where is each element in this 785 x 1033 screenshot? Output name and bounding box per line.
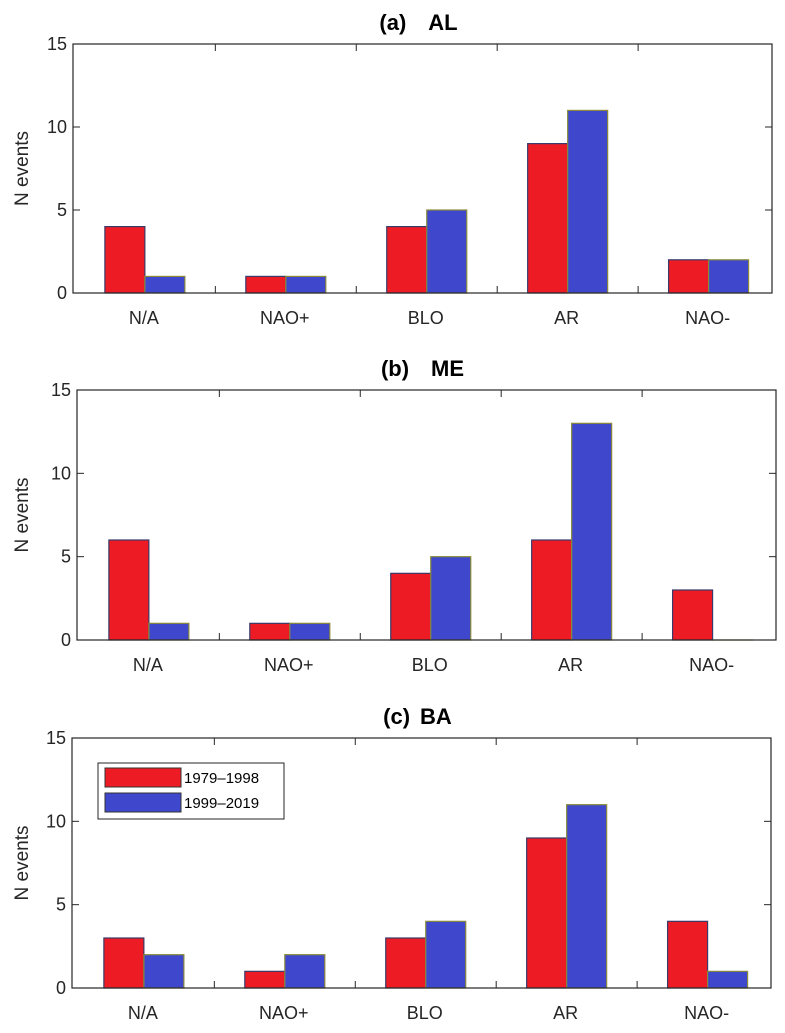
- chart-title: (a) AL: [379, 10, 457, 35]
- bar-na-series2: [144, 275, 186, 294]
- x-tick-label: N/A: [128, 1003, 158, 1023]
- bar-nao-series2: [289, 622, 331, 641]
- chart-title: (c) BA: [383, 704, 452, 729]
- x-tick-label: AR: [553, 1003, 578, 1023]
- x-tick-label: BLO: [408, 308, 444, 328]
- bar-blo-series2: [425, 920, 467, 989]
- bar-nao-series1: [666, 920, 709, 989]
- x-tick-label: NAO-: [685, 308, 730, 328]
- bar-ar-series1: [531, 539, 573, 641]
- y-axis-label: N events: [12, 478, 33, 553]
- bar-blo-series1: [386, 226, 428, 294]
- x-tick-label: NAO+: [259, 1003, 309, 1023]
- x-tick-label: AR: [554, 308, 579, 328]
- panel-al: 0 5 10 15 N/A NAO+ BLO AR NAO- N events (a) AL: [12, 10, 773, 328]
- panel-me: 0 5 10 15 N/A NAO+ BLO AR NAO- N events (b) ME: [12, 356, 777, 675]
- bar-ar-series2: [567, 109, 609, 294]
- x-tick-label: BLO: [407, 1003, 443, 1023]
- bar-nao-series1: [244, 970, 286, 989]
- panel-ba: 0 5 10 15 N/A NAO+ BLO AR NAO- N events (c) BA 1979–…: [12, 704, 772, 1023]
- bar-nao-series2: [707, 259, 750, 294]
- panel-letter: (a): [379, 10, 406, 35]
- legend-swatch-series2: [104, 792, 182, 813]
- bar-nao-series2: [284, 954, 326, 989]
- y-tick-label: 15: [46, 728, 66, 748]
- panel-letter: (b): [381, 356, 409, 381]
- axes-box: [71, 737, 772, 989]
- bar-nao-series1: [245, 275, 287, 294]
- bar-nao-series1: [671, 589, 714, 641]
- y-tick-label: 0: [56, 978, 66, 998]
- x-tick-label: BLO: [412, 655, 448, 675]
- y-tick-label: 0: [61, 630, 71, 650]
- y-tick-label: 0: [57, 283, 67, 303]
- y-tick-label: 5: [56, 895, 66, 915]
- x-tick-label: NAO-: [689, 655, 734, 675]
- bar-ar-series1: [527, 143, 569, 294]
- bar-blo-series1: [385, 937, 427, 989]
- bar-na-series1: [104, 226, 146, 294]
- legend-swatch-series1: [104, 767, 182, 788]
- legend-label-series1: 1979–1998: [184, 770, 259, 787]
- y-axis-label: N events: [12, 131, 33, 206]
- x-tick-label: NAO+: [264, 655, 314, 675]
- y-axis-label: N events: [12, 826, 33, 901]
- bar-nao-series2: [285, 275, 327, 294]
- legend-label-series2: 1999–2019: [184, 795, 259, 812]
- x-tick-label: N/A: [129, 308, 159, 328]
- region-name: AL: [428, 10, 457, 35]
- y-tick-label: 5: [57, 200, 67, 220]
- bar-na-series1: [108, 539, 150, 641]
- x-tick-label: NAO-: [684, 1003, 729, 1023]
- bar-na-series2: [148, 622, 190, 641]
- bar-blo-series2: [426, 209, 468, 294]
- bar-na-series1: [103, 937, 145, 989]
- legend: 1979–1998 1999–2019: [97, 762, 285, 820]
- panel-letter: (c): [383, 704, 410, 729]
- bar-nao-series1: [249, 622, 291, 641]
- y-tick-label: 10: [46, 811, 66, 831]
- y-tick-label: 10: [47, 117, 67, 137]
- y-tick-label: 15: [51, 380, 71, 400]
- bar-nao-series2: [706, 970, 749, 989]
- bar-ar-series2: [571, 422, 613, 641]
- bar-ar-series2: [566, 804, 608, 989]
- bar-ar-series1: [526, 837, 568, 989]
- region-name: ME: [431, 356, 464, 381]
- y-tick-label: 10: [51, 463, 71, 483]
- x-tick-label: NAO+: [260, 308, 310, 328]
- axes-box: [76, 389, 777, 641]
- bar-nao-series1: [667, 259, 710, 294]
- y-tick-label: 15: [47, 34, 67, 54]
- chart-title: (b) ME: [381, 356, 464, 381]
- bar-blo-series1: [390, 572, 432, 641]
- x-tick-label: N/A: [133, 655, 163, 675]
- region-name: BA: [420, 704, 452, 729]
- y-tick-label: 5: [61, 547, 71, 567]
- x-tick-label: AR: [558, 655, 583, 675]
- bar-blo-series2: [430, 556, 472, 641]
- axes-box: [72, 43, 773, 294]
- bar-na-series2: [143, 954, 185, 989]
